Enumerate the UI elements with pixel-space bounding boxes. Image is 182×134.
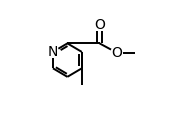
Text: O: O (111, 46, 122, 60)
Text: O: O (94, 18, 105, 32)
Text: N: N (48, 45, 58, 59)
